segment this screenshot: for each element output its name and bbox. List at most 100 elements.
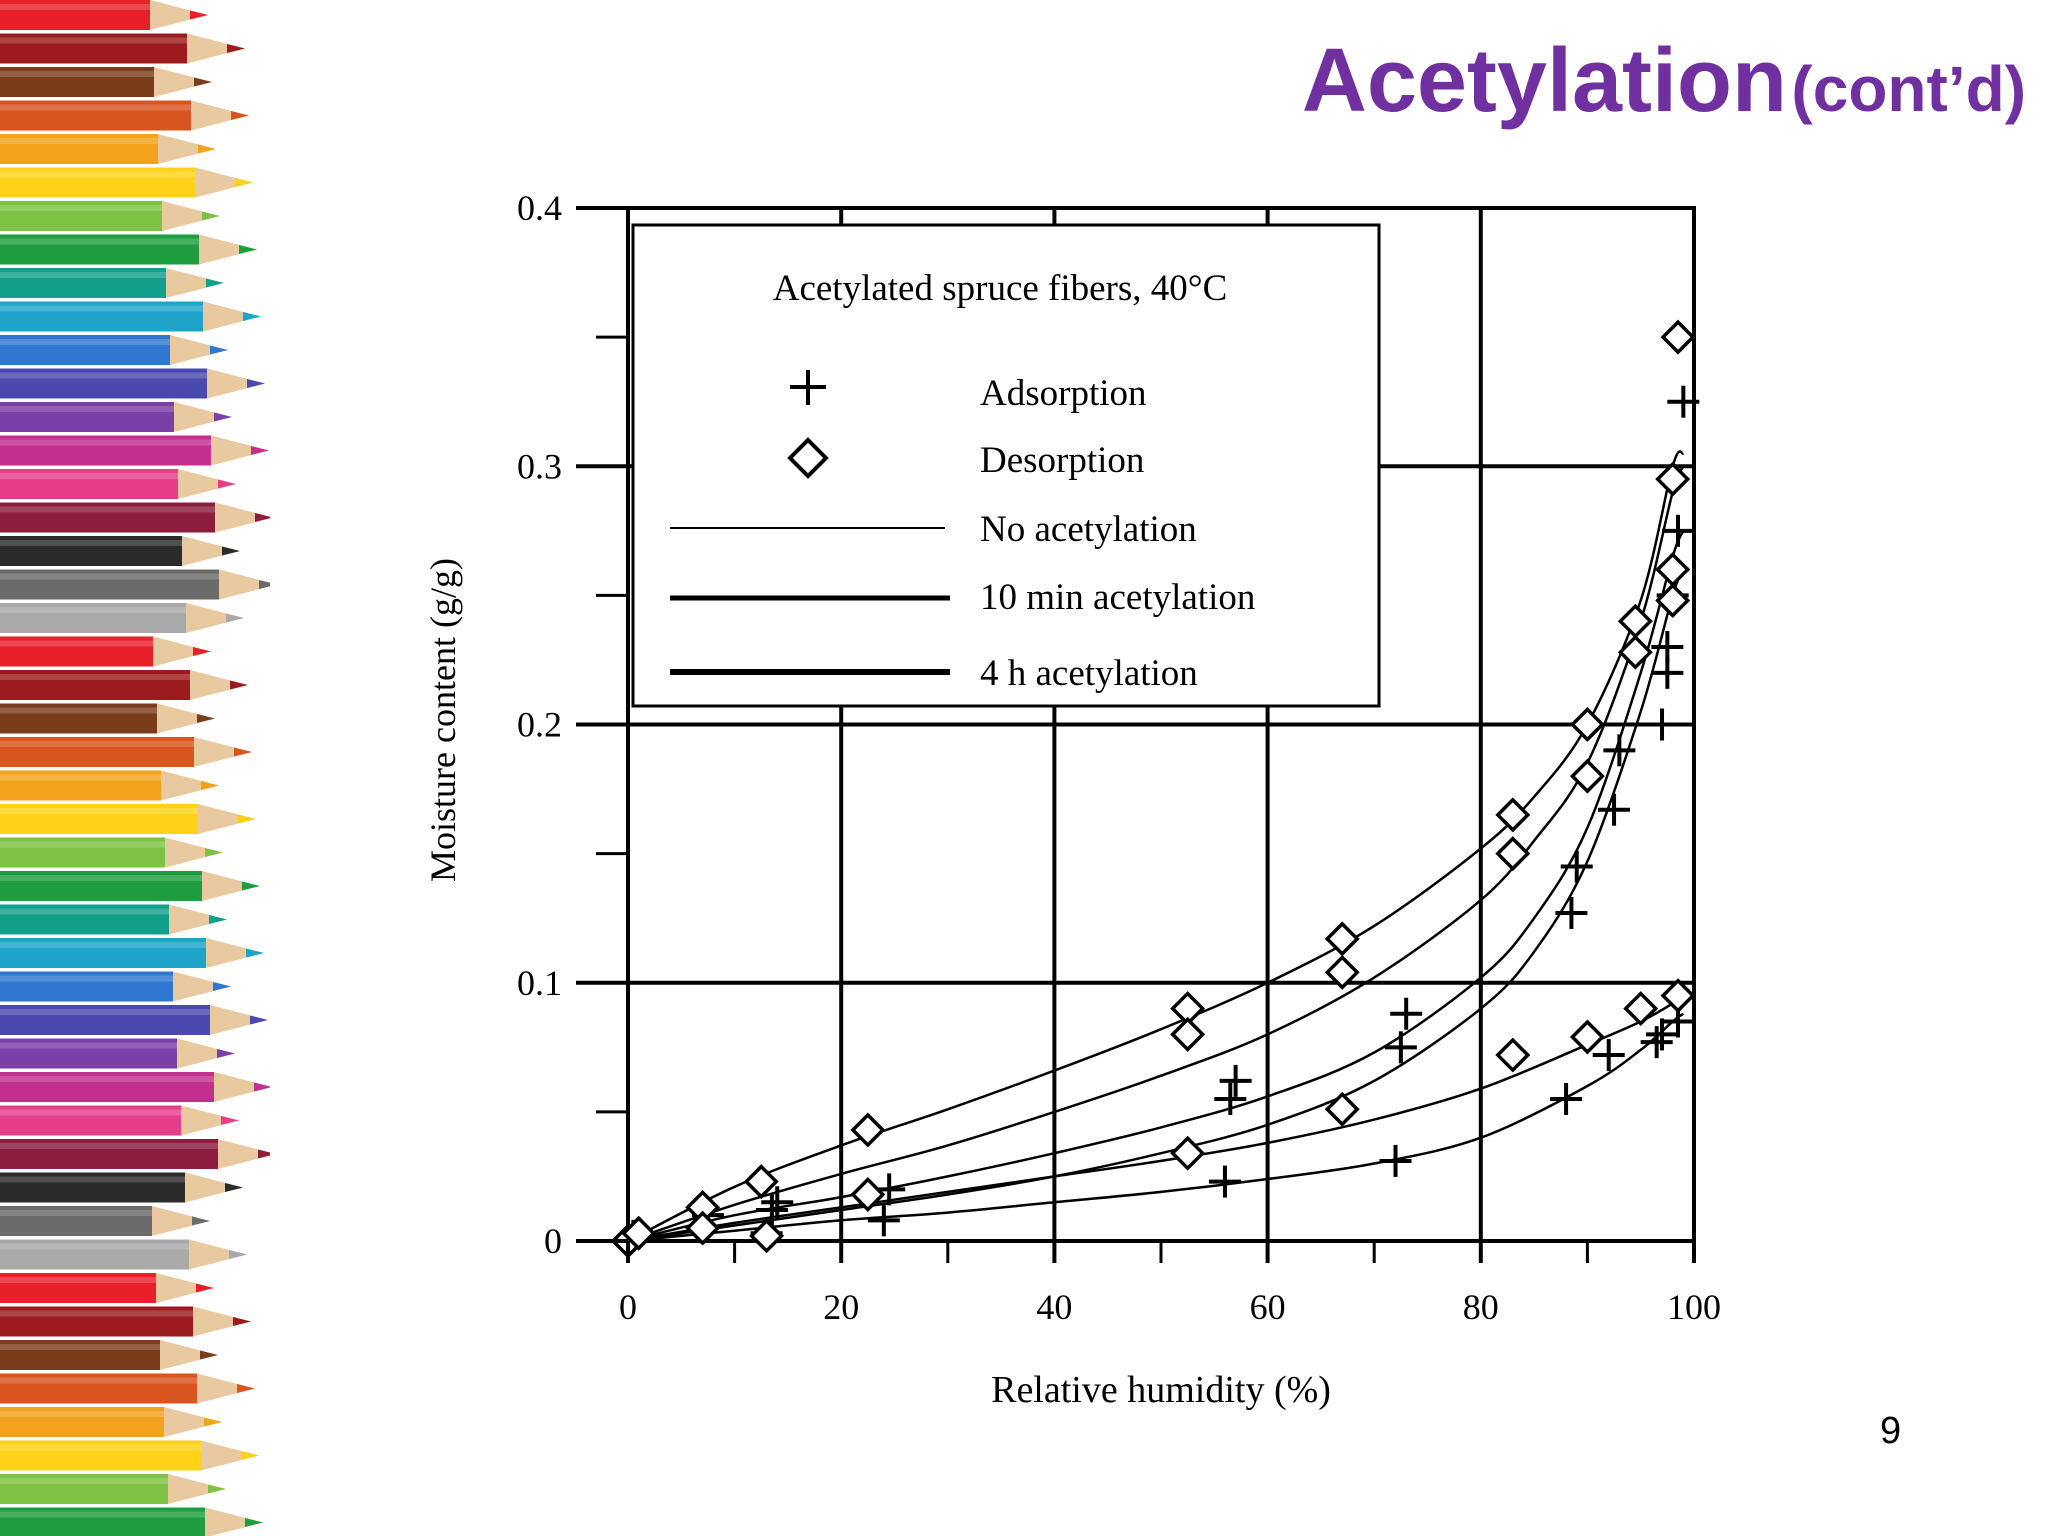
adsorption-plus-marker bbox=[1560, 850, 1593, 883]
colored-pencil-icon bbox=[0, 402, 232, 432]
colored-pencil-icon bbox=[0, 569, 270, 600]
colored-pencil-icon bbox=[0, 301, 261, 332]
colored-pencil-icon bbox=[0, 971, 231, 1002]
data-markers bbox=[610, 319, 1700, 1259]
colored-pencil-icon bbox=[0, 1507, 263, 1536]
desorption-diamond-marker bbox=[1660, 978, 1696, 1014]
colored-pencil-icon bbox=[0, 1005, 268, 1035]
legend-label-10min: 10 min acetylation bbox=[980, 577, 1255, 618]
colored-pencil-icon bbox=[0, 1038, 235, 1069]
adsorption-plus-marker bbox=[1390, 997, 1423, 1030]
slide-title: Acetylation (cont’d) bbox=[1302, 30, 2026, 133]
desorption-diamond-marker bbox=[1623, 991, 1659, 1027]
colored-pencil-icon bbox=[0, 1105, 239, 1136]
y-tick-label: 0.4 bbox=[517, 188, 562, 228]
colored-pencil-icon bbox=[0, 268, 224, 298]
desorption-diamond-marker bbox=[743, 1164, 779, 1200]
desorption-diamond-marker bbox=[1170, 1135, 1206, 1171]
desorption-diamond-marker bbox=[1495, 797, 1531, 833]
adsorption-plus-marker bbox=[1555, 897, 1588, 930]
colored-pencil-icon bbox=[0, 1072, 270, 1102]
legend-label-desorption: Desorption bbox=[980, 440, 1144, 481]
desorption-diamond-marker bbox=[621, 1215, 657, 1251]
desorption-diamond-marker bbox=[1655, 552, 1691, 588]
colored-pencil-icon bbox=[0, 636, 211, 667]
adsorption-plus-marker bbox=[1646, 1018, 1679, 1051]
adsorption-plus-marker bbox=[1384, 1031, 1417, 1064]
colored-pencil-icon bbox=[0, 167, 253, 198]
desorption-diamond-marker bbox=[1660, 319, 1696, 355]
colored-pencil-icon bbox=[0, 435, 269, 466]
adsorption-plus-marker bbox=[1598, 793, 1631, 826]
colored-pencil-icon bbox=[0, 0, 208, 30]
x-axis-label: Relative humidity (%) bbox=[991, 1369, 1331, 1411]
colored-pencil-icon bbox=[0, 469, 236, 499]
desorption-diamond-marker bbox=[1324, 954, 1360, 990]
y-tick-label: 0.3 bbox=[517, 446, 562, 486]
desorption-diamond-marker bbox=[850, 1112, 886, 1148]
desorption-diamond-marker bbox=[850, 1177, 886, 1212]
colored-pencil-icon bbox=[0, 1206, 210, 1236]
colored-pencil-icon bbox=[0, 67, 212, 97]
colored-pencil-icon bbox=[0, 368, 265, 399]
colored-pencil-icon bbox=[0, 1407, 222, 1437]
colored-pencil-icon bbox=[0, 536, 240, 566]
legend-label-adsorption: Adsorption bbox=[980, 373, 1147, 414]
desorption-diamond-marker bbox=[749, 1218, 785, 1254]
adsorption-plus-marker bbox=[1592, 1039, 1625, 1072]
colored-pencil-icon bbox=[0, 33, 245, 64]
x-tick-label: 60 bbox=[1250, 1287, 1286, 1327]
colored-pencil-icon bbox=[0, 770, 219, 801]
adsorption-plus-marker bbox=[1603, 734, 1636, 767]
colored-pencil-icon bbox=[0, 201, 220, 231]
slide-title-main: Acetylation bbox=[1301, 31, 1787, 131]
sorption-curve-3 bbox=[627, 568, 1685, 1243]
desorption-diamond-marker bbox=[1569, 1019, 1605, 1055]
page-number: 9 bbox=[1880, 1410, 1902, 1452]
adsorption-plus-marker bbox=[1379, 1144, 1412, 1177]
colored-pencil-icon bbox=[0, 1139, 270, 1169]
desorption-diamond-marker bbox=[1495, 1037, 1531, 1073]
colored-pencil-icon bbox=[0, 502, 270, 533]
colored-pencil-icon bbox=[0, 837, 223, 868]
adsorption-plus-marker bbox=[1667, 385, 1700, 418]
colored-pencil-icon bbox=[0, 703, 215, 734]
adsorption-plus-marker bbox=[867, 1204, 900, 1237]
adsorption-plus-marker bbox=[1646, 708, 1679, 741]
desorption-diamond-marker bbox=[1655, 583, 1691, 619]
adsorption-plus-marker bbox=[1640, 1026, 1673, 1059]
colored-pencil-icon bbox=[0, 1440, 259, 1471]
colored-pencil-icon bbox=[0, 1273, 214, 1303]
desorption-diamond-marker bbox=[1170, 1016, 1206, 1052]
colored-pencil-icon bbox=[0, 737, 252, 767]
desorption-diamond-marker bbox=[1495, 836, 1531, 872]
chart-legend: Acetylated spruce fibers, 40°C Adsorptio… bbox=[631, 223, 1381, 708]
colored-pencil-icon bbox=[0, 603, 244, 633]
desorption-diamond-marker bbox=[1655, 461, 1691, 497]
y-axis-label: Moisture content (g/g) bbox=[423, 558, 463, 882]
adsorption-plus-marker bbox=[1219, 1064, 1252, 1097]
legend-heading: Acetylated spruce fibers, 40°C bbox=[773, 268, 1228, 309]
x-tick-label: 20 bbox=[823, 1287, 859, 1327]
desorption-diamond-marker bbox=[1324, 1091, 1360, 1127]
x-tick-label: 100 bbox=[1667, 1287, 1721, 1327]
colored-pencil-icon bbox=[0, 871, 260, 901]
adsorption-plus-marker bbox=[761, 1186, 794, 1219]
colored-pencil-icon bbox=[0, 938, 264, 968]
slide-title-suffix: (cont’d) bbox=[1791, 53, 2026, 125]
colored-pencil-icon bbox=[0, 100, 249, 131]
pencil-border-decoration bbox=[0, 0, 270, 1536]
colored-pencil-icon bbox=[0, 134, 216, 164]
legend-plus-icon bbox=[790, 370, 826, 405]
adsorption-plus-marker bbox=[1208, 1165, 1241, 1198]
colored-pencil-icon bbox=[0, 904, 227, 935]
sorption-curve-4 bbox=[627, 994, 1685, 1243]
colored-pencil-icon bbox=[0, 1373, 255, 1404]
sorption-curve-2 bbox=[627, 530, 1685, 1243]
colored-pencil-icon bbox=[0, 234, 257, 265]
desorption-diamond-marker bbox=[685, 1210, 721, 1246]
colored-pencil-icon bbox=[0, 804, 256, 834]
colored-pencil-icon bbox=[0, 1306, 251, 1337]
x-tick-label: 40 bbox=[1036, 1287, 1072, 1327]
legend-diamond-icon bbox=[787, 437, 829, 479]
